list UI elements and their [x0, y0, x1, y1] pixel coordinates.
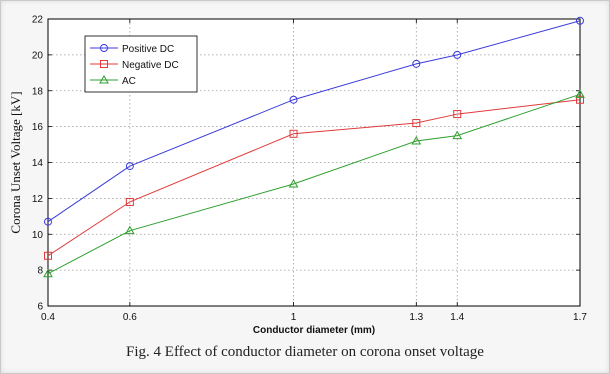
legend-label: Positive DC	[122, 44, 174, 55]
y-tick-label: 14	[32, 158, 44, 169]
data-point-ac	[575, 89, 585, 98]
y-tick-label: 16	[32, 122, 44, 133]
data-point-positive-dc	[453, 50, 462, 59]
y-tick-label: 8	[37, 266, 43, 277]
y-tick-label: 6	[37, 302, 43, 313]
data-point-ac	[452, 130, 463, 140]
legend-marker	[100, 44, 108, 52]
x-tick-label: 0.4	[41, 312, 55, 323]
data-point-ac	[288, 179, 299, 188]
data-point-positive-dc	[289, 95, 298, 104]
data-point-negative-dc	[44, 251, 52, 260]
x-axis-label: Conductor diameter (mm)	[253, 325, 375, 336]
x-tick-label: 1.3	[409, 312, 423, 323]
series-negative-dc	[44, 95, 584, 260]
axes-box	[47, 18, 581, 307]
series-line-positive-dc	[47, 20, 581, 223]
y-tick-label: 18	[32, 86, 44, 97]
data-point-positive-dc	[576, 16, 584, 25]
series-line-negative-dc	[47, 99, 581, 257]
data-point-negative-dc	[453, 110, 462, 119]
series-positive-dc	[44, 16, 584, 226]
y-tick-label: 22	[32, 15, 44, 26]
data-point-ac	[411, 135, 422, 145]
y-tick-label: 20	[32, 50, 44, 61]
data-point-negative-dc	[412, 119, 421, 128]
data-point-positive-dc	[44, 217, 52, 226]
data-point-positive-dc	[412, 59, 421, 68]
legend-label: Negative DC	[122, 60, 179, 71]
data-point-negative-dc	[289, 129, 298, 138]
legend-marker	[99, 74, 109, 84]
legend: Positive DC Negative DC AC	[84, 35, 198, 93]
y-tick-label: 10	[32, 230, 44, 241]
series-ac	[43, 89, 585, 278]
series-line-ac	[47, 93, 581, 275]
x-tick-label: 1	[291, 312, 297, 323]
data-point-ac	[43, 268, 53, 278]
x-tick-label: 0.6	[123, 312, 137, 323]
y-axis-label: Corona Unset Voltage [kV]	[8, 91, 23, 233]
data-point-positive-dc	[125, 162, 134, 171]
y-tick-label: 12	[32, 194, 44, 205]
x-tick-label: 1.4	[450, 312, 464, 323]
data-point-ac	[124, 225, 135, 235]
figure-caption: Fig. 4 Effect of conductor diameter on c…	[126, 344, 484, 360]
legend-marker	[100, 60, 108, 68]
x-tick-label: 1.7	[573, 312, 587, 323]
data-point-negative-dc	[576, 95, 584, 104]
data-point-negative-dc	[125, 197, 134, 206]
legend-label: AC	[122, 76, 136, 87]
